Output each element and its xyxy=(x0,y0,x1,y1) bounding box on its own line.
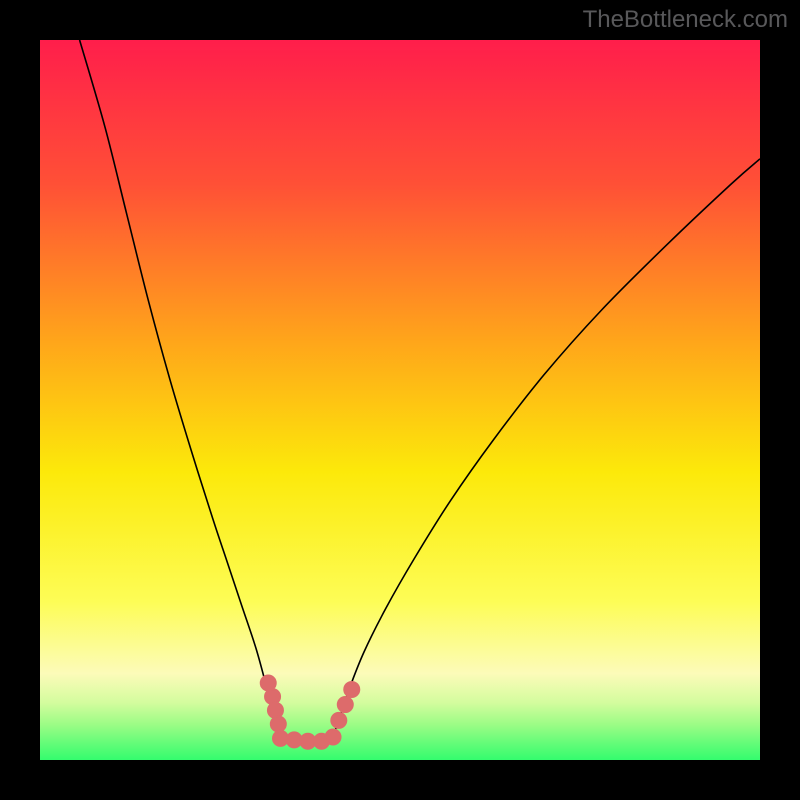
plot-area xyxy=(40,40,760,760)
data-point-marker xyxy=(271,717,286,732)
data-point-markers xyxy=(40,40,760,760)
data-point-marker xyxy=(338,697,353,712)
data-point-marker xyxy=(287,732,302,747)
data-point-marker xyxy=(273,731,288,746)
data-point-marker xyxy=(326,729,341,744)
data-point-marker xyxy=(344,682,359,697)
data-point-marker xyxy=(268,703,283,718)
data-point-marker xyxy=(265,689,280,704)
watermark-text: TheBottleneck.com xyxy=(583,6,788,34)
data-point-marker xyxy=(331,713,346,728)
